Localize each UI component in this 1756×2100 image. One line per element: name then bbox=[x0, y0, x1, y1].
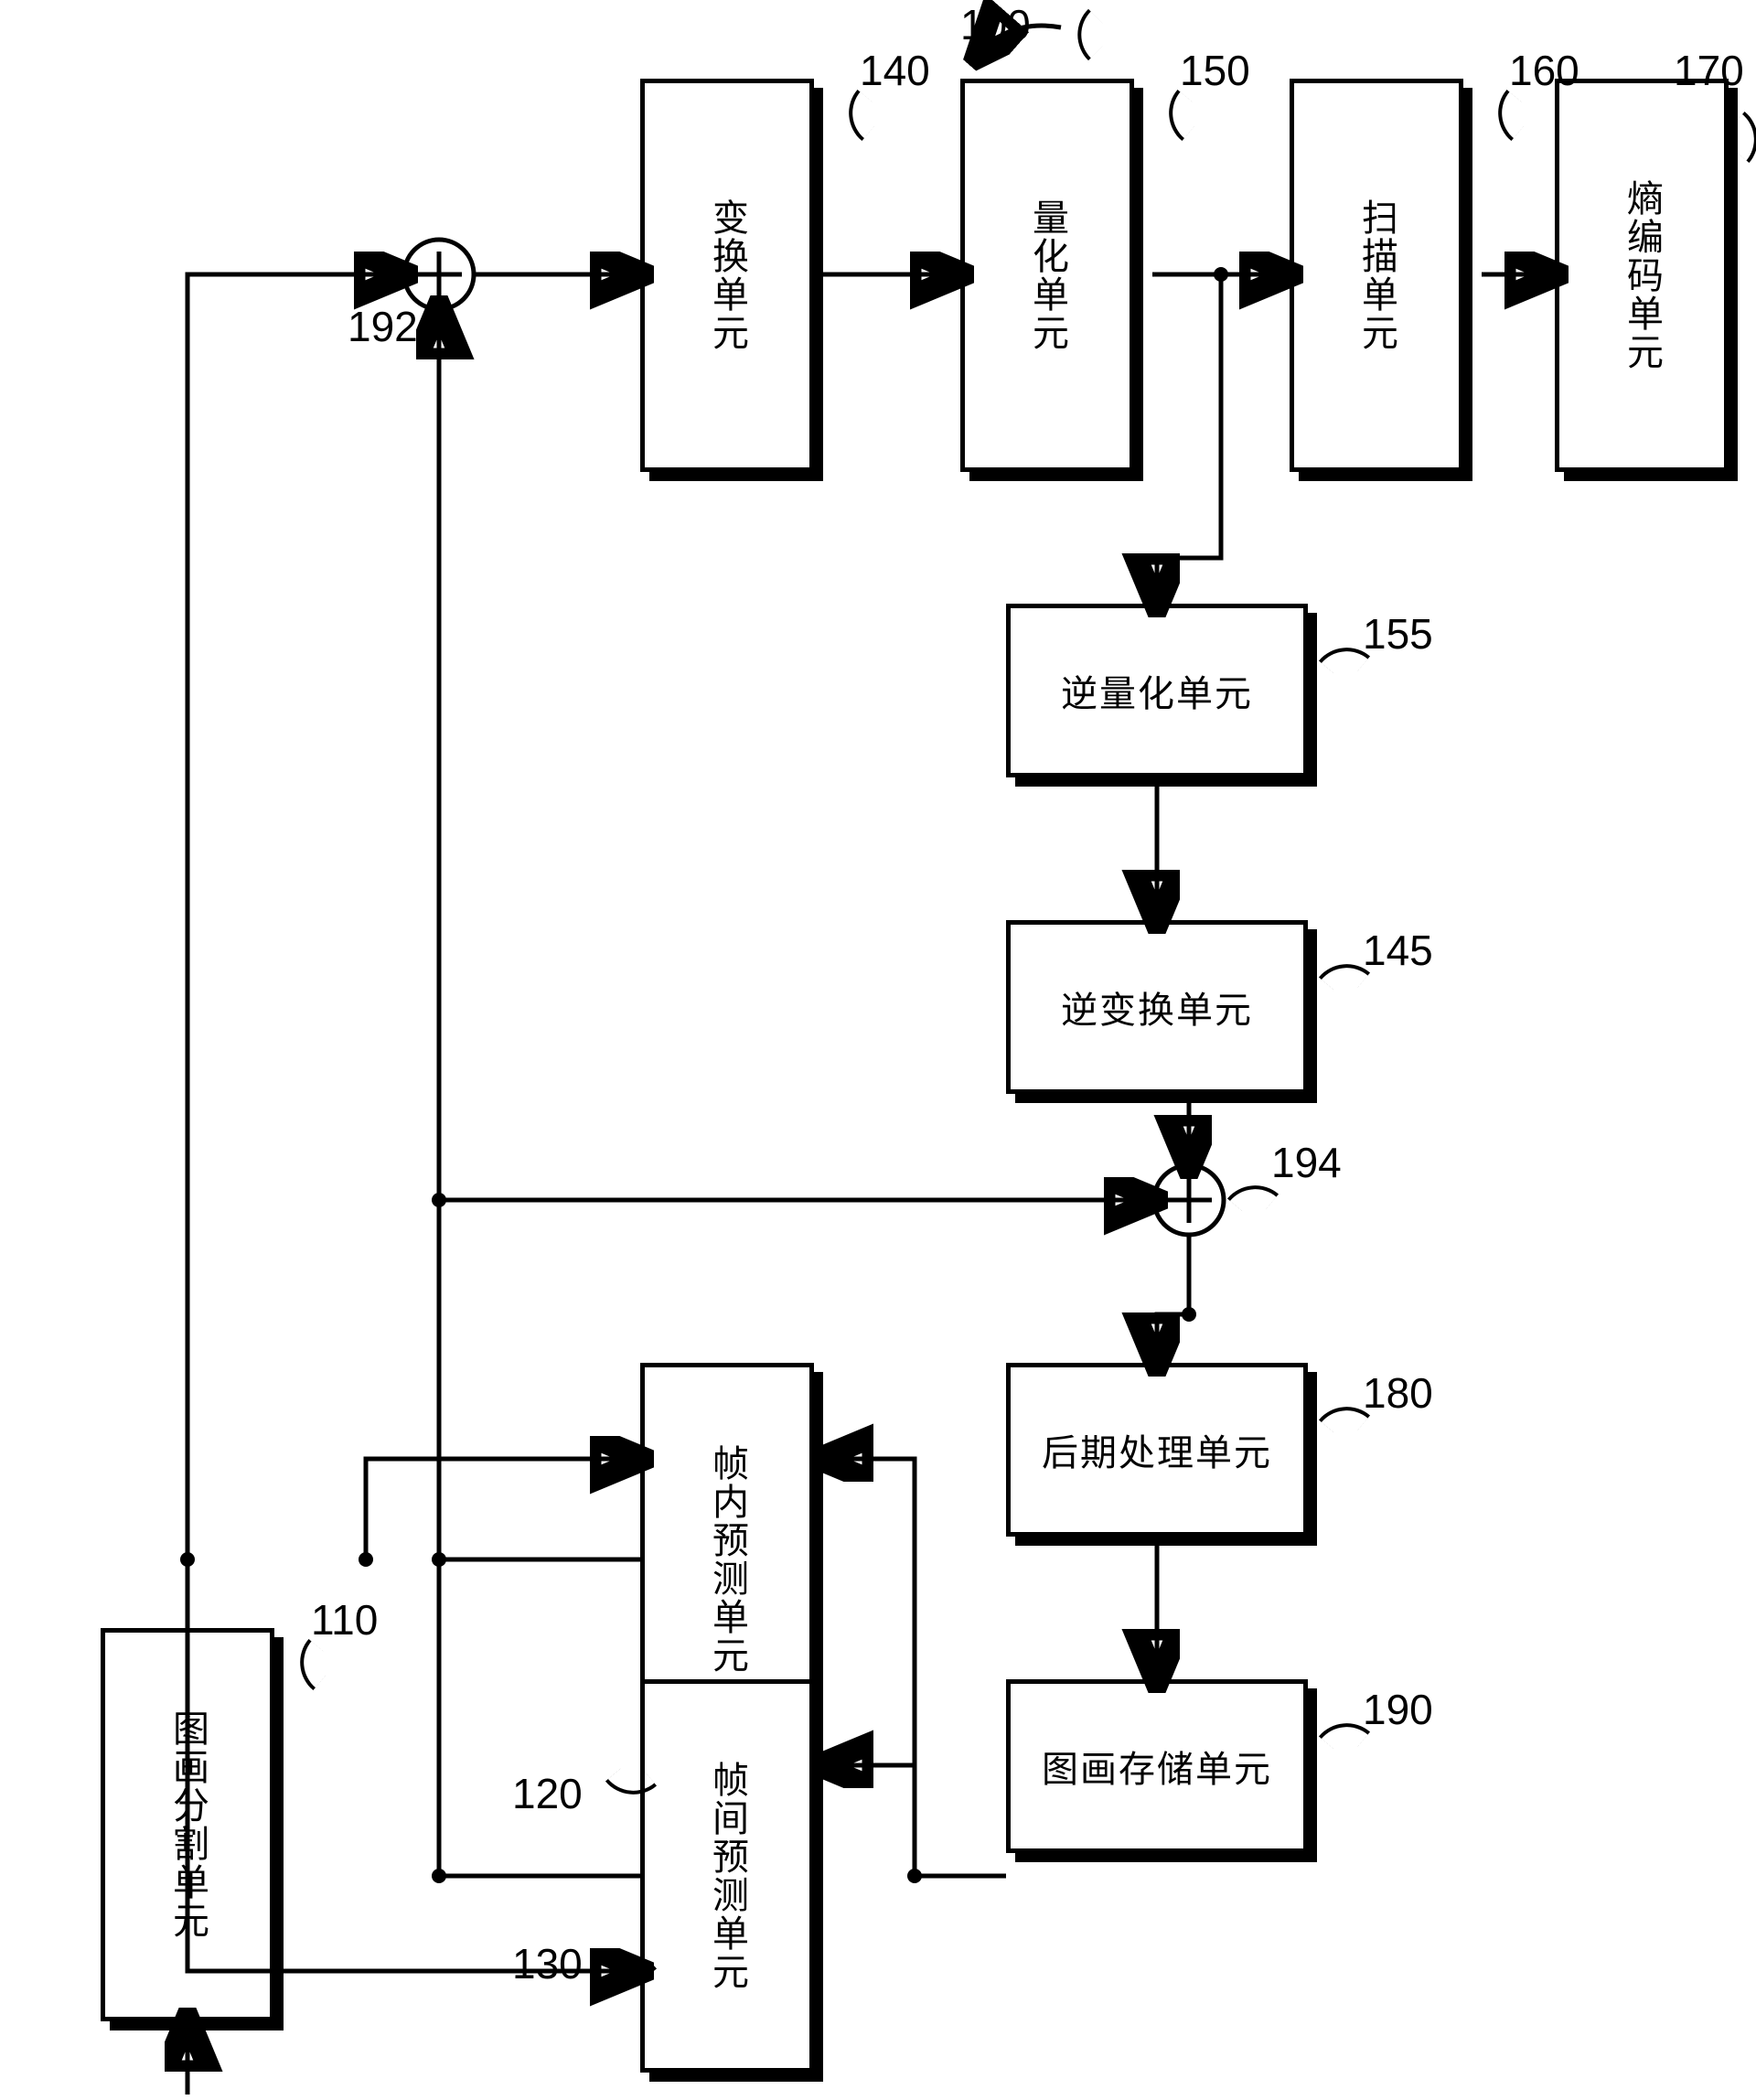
diagram-canvas: 图画分割单元 变换单元 量化单元 扫描单元 熵编码单元 逆量化单元 逆变换单元 … bbox=[0, 0, 1756, 2100]
block-label: 帧内预测单元 bbox=[701, 1444, 754, 1675]
ref-170: 170 bbox=[1674, 46, 1744, 95]
ref-192: 192 bbox=[348, 302, 418, 351]
block-picture-split: 图画分割单元 bbox=[101, 1628, 274, 2021]
ref-194: 194 bbox=[1271, 1138, 1342, 1187]
ref-160: 160 bbox=[1509, 46, 1579, 95]
block-label: 熵编码单元 bbox=[1615, 179, 1668, 371]
tick-icon bbox=[834, 90, 885, 141]
block-label: 量化单元 bbox=[1021, 198, 1074, 352]
block-label: 帧间预测单元 bbox=[701, 1761, 754, 1991]
ref-150: 150 bbox=[1180, 46, 1250, 95]
block-label: 后期处理单元 bbox=[1042, 1423, 1272, 1476]
block-postproc: 后期处理单元 bbox=[1006, 1363, 1308, 1537]
ref-100: 100 bbox=[960, 0, 1031, 49]
ref-120: 120 bbox=[512, 1769, 583, 1818]
block-scan: 扫描单元 bbox=[1290, 79, 1463, 472]
block-label: 扫描单元 bbox=[1350, 198, 1403, 352]
block-inter-pred: 帧间预测单元 bbox=[640, 1679, 814, 2073]
block-picture-store: 图画存储单元 bbox=[1006, 1679, 1308, 1853]
block-label: 图画存储单元 bbox=[1042, 1740, 1272, 1793]
block-label: 逆量化单元 bbox=[1061, 664, 1253, 717]
ref-190: 190 bbox=[1363, 1685, 1433, 1734]
tick-icon bbox=[285, 1639, 337, 1690]
ref-155: 155 bbox=[1363, 609, 1433, 659]
block-label: 图画分割单元 bbox=[161, 1709, 214, 1940]
block-label: 逆变换单元 bbox=[1061, 980, 1253, 1034]
ref-110: 110 bbox=[311, 1595, 378, 1645]
tick-icon bbox=[1483, 90, 1535, 141]
block-quantize: 量化单元 bbox=[960, 79, 1134, 472]
block-entropy: 熵编码单元 bbox=[1555, 79, 1729, 472]
adder-192 bbox=[404, 240, 474, 309]
ref-140: 140 bbox=[860, 46, 930, 95]
block-inv-quantize: 逆量化单元 bbox=[1006, 604, 1308, 777]
tick-icon bbox=[1154, 90, 1205, 141]
block-label: 变换单元 bbox=[701, 198, 754, 352]
block-transform: 变换单元 bbox=[640, 79, 814, 472]
adder-194 bbox=[1154, 1165, 1224, 1235]
ref-130: 130 bbox=[512, 1939, 583, 1988]
tick-icon bbox=[1063, 9, 1115, 61]
ref-145: 145 bbox=[1363, 926, 1433, 975]
ref-180: 180 bbox=[1363, 1368, 1433, 1418]
block-inv-transform: 逆变换单元 bbox=[1006, 920, 1308, 1094]
